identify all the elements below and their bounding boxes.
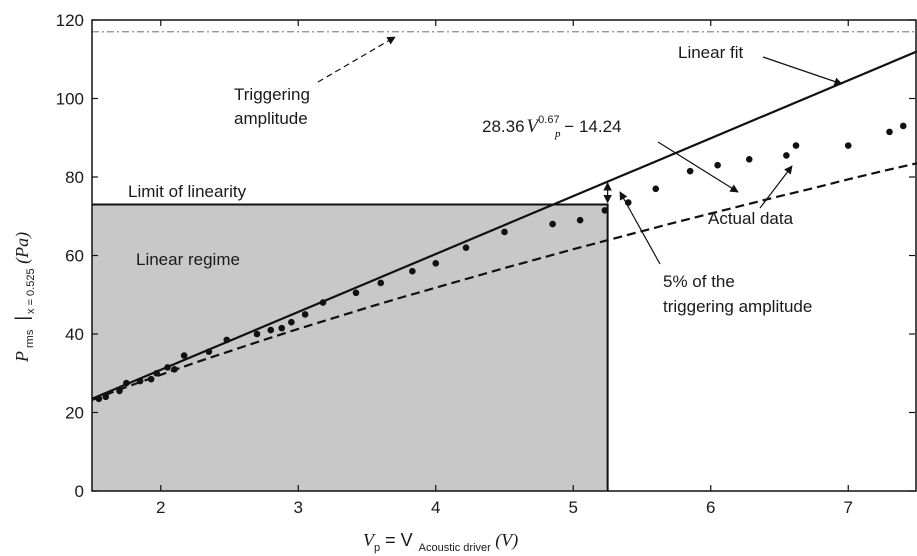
x-tick-label: 5 <box>569 498 578 517</box>
data-point <box>686 167 694 175</box>
data-point <box>886 128 893 136</box>
formula-arrow <box>657 141 739 193</box>
formula-variable: V <box>527 116 541 137</box>
triggering-label-line1: Triggering <box>234 85 310 104</box>
data-point <box>409 267 416 275</box>
x-tick-label: 7 <box>844 498 853 517</box>
x-tick-label: 6 <box>706 498 715 517</box>
formula-coefficient: 28.36 <box>482 117 525 136</box>
data-point <box>136 377 144 385</box>
data-point <box>147 375 155 383</box>
x-axis-ticks: 2 3 4 5 6 7 <box>156 20 853 517</box>
data-point <box>153 369 160 377</box>
data-point <box>267 326 275 334</box>
five-percent-label-line2: triggering amplitude <box>663 297 812 316</box>
x-tick-label: 2 <box>156 498 165 517</box>
data-point <box>549 220 556 228</box>
linear-fit-arrow <box>762 56 843 86</box>
formula-label: 28.36 V0.67 − 14.24 <box>482 114 622 137</box>
y-tick-label: 100 <box>56 90 84 109</box>
data-point <box>501 228 508 236</box>
actual-data-label: Actual data <box>708 209 794 228</box>
actual-data-series <box>95 122 907 403</box>
linear-fit-label: Linear fit <box>678 43 743 62</box>
data-point <box>102 393 110 401</box>
five-percent-label-line1: 5% of the <box>663 272 735 291</box>
y-tick-label: 120 <box>56 11 84 30</box>
x-tick-label: 3 <box>294 498 303 517</box>
actual-data-arrow <box>759 165 793 209</box>
y-axis-label: Prms |x = 0.525 (Pa) <box>12 232 37 363</box>
data-point <box>223 336 231 344</box>
five-percent-pointer-arrow <box>619 191 661 265</box>
formula-subscript: p <box>554 128 561 140</box>
x-axis-label: Vp = V Acoustic driver (V) <box>363 530 518 554</box>
y-tick-label: 60 <box>65 247 84 266</box>
data-point <box>253 330 261 338</box>
data-point <box>180 352 188 359</box>
limit-of-linearity-border <box>92 203 609 491</box>
linear-regime-area <box>92 204 608 491</box>
data-point <box>576 216 584 224</box>
data-point <box>164 364 171 371</box>
data-point <box>288 318 295 326</box>
formula-tail: − 14.24 <box>560 117 622 136</box>
linear-regime-label: Linear regime <box>136 250 240 269</box>
data-point <box>792 142 800 149</box>
power-law-fit-line <box>91 162 917 401</box>
data-point <box>205 348 213 355</box>
triggering-label-line2: amplitude <box>234 109 308 128</box>
data-point <box>352 289 360 297</box>
limit-of-linearity-label: Limit of linearity <box>128 182 247 201</box>
data-point <box>116 387 123 395</box>
y-axis-ticks: 0 20 40 60 80 100 120 <box>56 11 915 501</box>
data-point <box>377 279 385 287</box>
y-tick-label: 40 <box>65 325 84 344</box>
data-point <box>278 324 286 332</box>
formula-exponent: 0.67 <box>538 114 559 126</box>
data-point <box>319 299 327 306</box>
data-point <box>171 366 178 373</box>
data-point <box>601 207 609 214</box>
triggering-arrow <box>317 36 396 83</box>
data-point <box>652 185 660 193</box>
data-point <box>432 260 440 267</box>
power-law-fit-series <box>91 162 917 401</box>
data-point <box>745 156 753 163</box>
data-point <box>844 142 852 149</box>
data-point <box>301 311 309 318</box>
y-tick-label: 80 <box>65 168 84 187</box>
data-point <box>899 122 907 130</box>
y-tick-label: 20 <box>65 404 84 423</box>
data-point <box>95 395 103 403</box>
data-point <box>462 244 470 251</box>
data-point <box>123 379 130 387</box>
x-tick-label: 4 <box>431 498 440 517</box>
data-point <box>714 161 721 169</box>
data-point <box>783 152 790 159</box>
y-tick-label: 0 <box>75 482 84 501</box>
